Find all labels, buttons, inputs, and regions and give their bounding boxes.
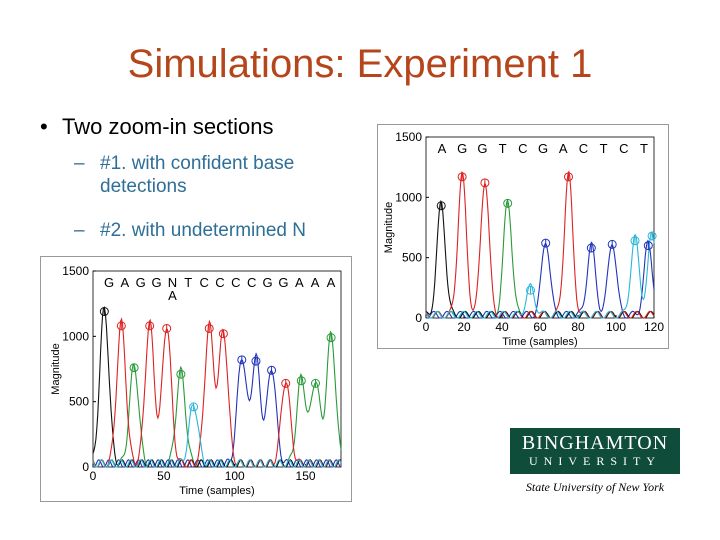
base-call-label: C [619,141,628,156]
x-tick-label: 50 [157,469,171,483]
x-axis-label: Time (samples) [179,485,254,497]
x-tick-label: 40 [495,320,509,334]
base-call-label: T [640,141,648,156]
base-call-label: A [295,275,304,290]
x-tick-label: 20 [457,320,471,334]
base-call-label: N [168,275,177,290]
x-tick-label: 150 [296,469,316,483]
y-tick-label: 500 [69,395,89,409]
x-tick-label: 0 [90,469,97,483]
trace-A [92,330,342,468]
base-call-label: G [457,141,467,156]
x-tick-label: 100 [225,469,245,483]
trace-N [92,404,342,468]
base-call-label: C [231,275,240,290]
university-logo: BINGHAMTON UNIVERSITY State University o… [510,428,680,500]
base-call-label: A [311,275,320,290]
dash-2: – [74,220,85,241]
base-call-label: T [600,141,608,156]
y-tick-label: 1500 [62,264,89,278]
x-tick-label: 60 [533,320,547,334]
bullet-symbol: • [40,114,48,139]
logo-line3: State University of New York [525,480,665,494]
base-call-label-alt: A [168,288,177,303]
base-call-label: C [199,275,208,290]
bullet-text: Two zoom-in sections [62,114,274,139]
logo-box [510,428,680,474]
y-axis-label: Magnitude [383,202,395,253]
dash-1: – [74,153,85,174]
base-call-label: G [136,275,146,290]
base-call-label: C [247,275,256,290]
base-call-label: C [518,141,527,156]
sub-bullet-1-line1: #1. with confident base [100,153,295,174]
trace-T [92,317,342,468]
trace-N [425,231,655,319]
base-call-label: G [104,275,114,290]
logo-line2: UNIVERSITY [529,454,661,468]
base-call-label: T [184,275,192,290]
base-call-label: G [263,275,273,290]
x-tick-label: 80 [571,320,585,334]
trace-C [426,239,655,319]
y-tick-label: 1000 [395,190,422,204]
base-call-label: T [499,141,507,156]
base-call-label: G [538,141,548,156]
base-call-label: C [579,141,588,156]
x-tick-label: 0 [423,320,430,334]
base-call-label: G [152,275,162,290]
y-tick-label: 0 [82,460,89,474]
logo-line1: BINGHAMTON [521,432,669,454]
sub-bullet-2: – #2. with undetermined N [74,219,374,242]
trace-C [93,352,342,468]
bullet-item: • Two zoom-in sections [40,114,274,140]
sub-bullet-2-text: #2. with undetermined N [100,220,306,241]
chart-panel-2: 0 20 40 60 80 100 120 0 500 1000 1500 Time (samples… [377,124,669,349]
base-call-label: G [278,275,288,290]
base-call-label: A [438,141,447,156]
y-tick-label: 0 [415,311,422,325]
base-call-label: A [327,275,336,290]
base-call-label: A [121,275,130,290]
x-axis-label: Time (samples) [502,336,577,348]
slide-title: Simulations: Experiment 1 [127,42,593,86]
x-tick-label: 100 [606,320,626,334]
y-tick-label: 1000 [62,329,89,343]
plot-area-2 [425,136,655,319]
base-call-label: C [215,275,224,290]
chromatogram-chart-2: 0 20 40 60 80 100 120 0 500 1000 1500 Time (samples… [383,130,664,348]
chart-panel-1: 0 50 100 150 0 500 1000 1500 Time (samples) Magni… [40,256,352,502]
base-call-label: A [559,141,568,156]
sub-bullet-1-line2: detections [100,176,187,197]
sub-bullet-1: – #1. with confident base detections [74,152,374,198]
y-axis-label: Magnitude [50,343,62,394]
x-tick-label: 120 [644,320,664,334]
y-tick-label: 1500 [395,130,422,144]
base-call-label: G [477,141,487,156]
y-tick-label: 500 [402,251,422,265]
